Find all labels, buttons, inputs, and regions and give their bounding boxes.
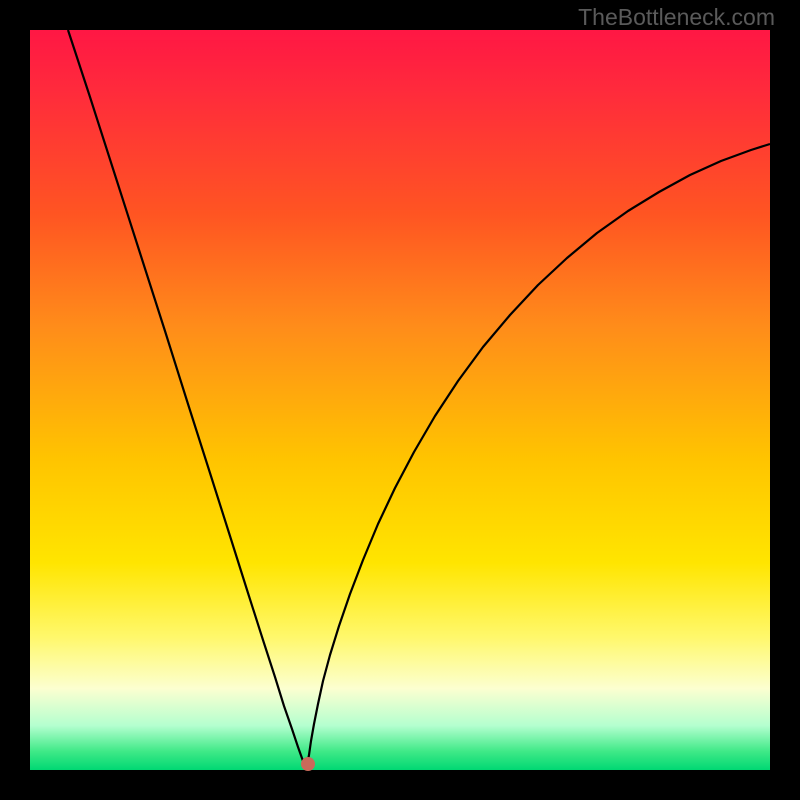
plot-area bbox=[30, 30, 770, 770]
optimal-point-marker bbox=[301, 757, 315, 771]
bottleneck-curve bbox=[68, 30, 770, 770]
watermark-text: TheBottleneck.com bbox=[578, 4, 775, 31]
chart-container: TheBottleneck.com bbox=[0, 0, 800, 800]
curve-layer bbox=[30, 30, 770, 770]
